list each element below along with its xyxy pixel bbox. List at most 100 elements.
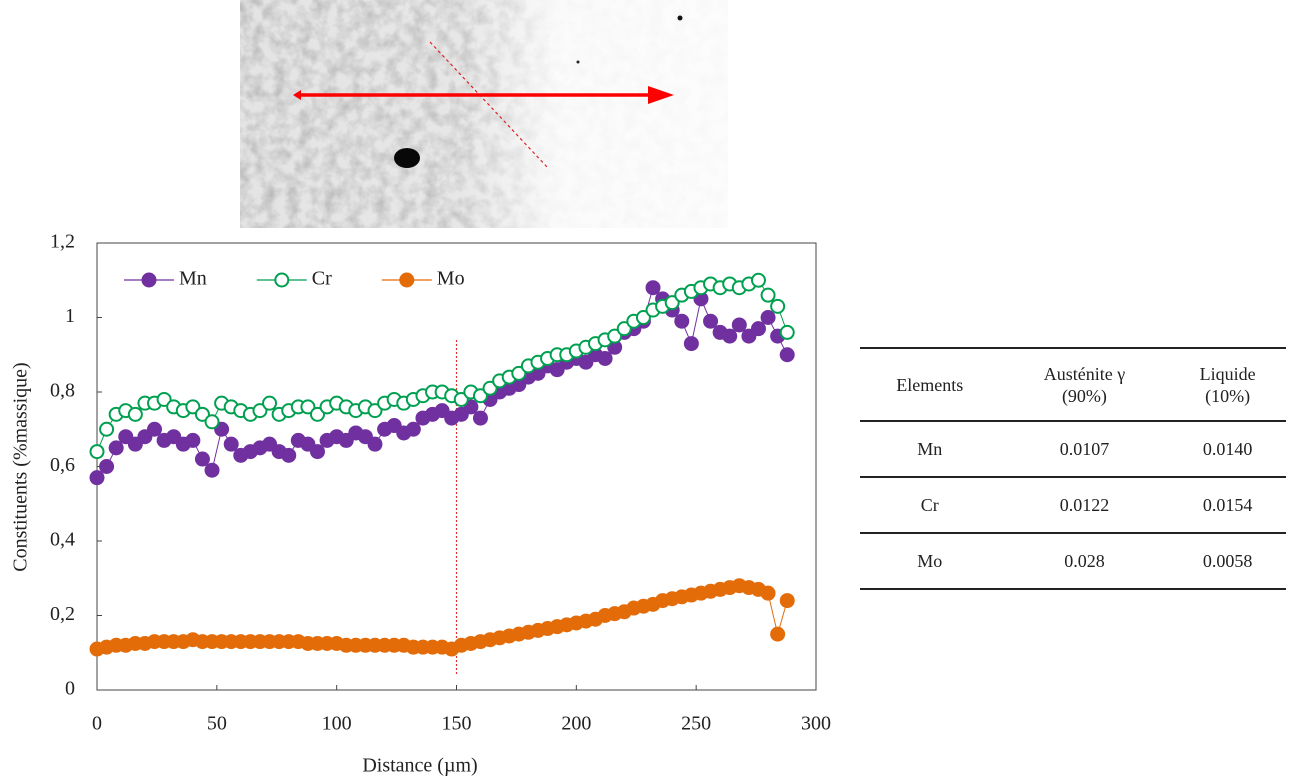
header-cell: Austénite γ (90%) bbox=[1000, 348, 1170, 421]
data-point bbox=[99, 421, 115, 437]
data-point bbox=[127, 406, 143, 422]
data-point bbox=[357, 429, 373, 445]
data-point bbox=[760, 585, 776, 601]
x-tick-label: 200 bbox=[561, 713, 591, 735]
header-text: Liquide bbox=[1199, 363, 1256, 384]
table-cell: 0.0107 bbox=[1059, 438, 1110, 459]
data-point bbox=[760, 310, 776, 325]
data-point bbox=[434, 403, 450, 419]
data-point bbox=[722, 328, 738, 344]
data-point bbox=[108, 440, 124, 456]
header-text: Elements bbox=[896, 374, 964, 395]
data-point bbox=[194, 406, 210, 422]
x-tick-label: 0 bbox=[92, 713, 102, 735]
data-point bbox=[472, 410, 488, 426]
header-text: (90%) bbox=[1061, 385, 1107, 406]
data-point bbox=[89, 470, 105, 486]
data-point bbox=[511, 365, 527, 381]
data-point bbox=[770, 298, 786, 314]
table-cell: 0.028 bbox=[1064, 550, 1105, 571]
x-tick-label: 150 bbox=[442, 713, 472, 735]
data-point bbox=[731, 317, 747, 333]
table-cell: 0.0058 bbox=[1202, 550, 1253, 571]
x-tick-label: 50 bbox=[207, 713, 227, 735]
header-cell: Liquide (10%) bbox=[1169, 348, 1286, 421]
data-point bbox=[472, 388, 488, 404]
table-body: Mn 0.0107 0.0140 Cr 0.0122 0.0154 Mo 0.028 0.005… bbox=[860, 421, 1286, 589]
data-point bbox=[137, 429, 153, 445]
data-point bbox=[405, 421, 421, 437]
data-point bbox=[779, 593, 795, 609]
data-point bbox=[770, 626, 786, 642]
y-tick-label: 0,2 bbox=[50, 603, 75, 625]
table-row: Mn 0.0107 0.0140 bbox=[860, 421, 1286, 477]
legend-marker bbox=[399, 272, 415, 288]
table-cell: 0.0154 bbox=[1202, 494, 1253, 515]
data-point bbox=[482, 380, 498, 396]
data-point bbox=[760, 287, 776, 303]
data-point bbox=[204, 414, 220, 430]
y-tick-label: 0,4 bbox=[50, 529, 75, 551]
data-point bbox=[99, 459, 115, 474]
data-point bbox=[750, 321, 766, 337]
legend-label: Mn bbox=[179, 268, 207, 290]
micrograph bbox=[240, 0, 728, 228]
data-point bbox=[645, 280, 661, 296]
y-tick-label: 0,8 bbox=[50, 380, 75, 402]
composition-table: Elements Austénite γ (90%) Liquide (10%) Mn 0… bbox=[860, 347, 1286, 590]
pore bbox=[394, 148, 420, 168]
micrograph-shading bbox=[240, 0, 728, 228]
table-header: Elements Austénite γ (90%) Liquide (10%) bbox=[860, 348, 1286, 421]
y-tick-label: 1,2 bbox=[50, 231, 75, 253]
legend: Mn Cr Mo bbox=[124, 268, 465, 290]
data-point bbox=[118, 429, 134, 445]
data-point bbox=[463, 399, 479, 415]
x-axis-label: Distance (µm) bbox=[362, 755, 477, 777]
table-cell: 0.0140 bbox=[1202, 438, 1253, 459]
scan-arrowhead bbox=[648, 86, 674, 104]
table-cell: Mn bbox=[917, 438, 943, 459]
table-row: Mo 0.028 0.0058 bbox=[860, 533, 1286, 589]
data-point bbox=[214, 421, 230, 437]
data-point bbox=[262, 395, 278, 411]
data-point bbox=[309, 444, 325, 460]
x-tick-label: 250 bbox=[681, 713, 711, 735]
data-point bbox=[194, 451, 210, 467]
data-point bbox=[367, 436, 383, 452]
legend-label: Cr bbox=[312, 268, 332, 290]
header-text: (10%) bbox=[1205, 385, 1251, 406]
data-point bbox=[453, 391, 469, 407]
data-point bbox=[300, 399, 316, 415]
data-point bbox=[281, 447, 297, 463]
y-tick-label: 0,6 bbox=[50, 454, 75, 476]
table-cell: Cr bbox=[920, 494, 939, 515]
data-point bbox=[664, 295, 680, 311]
data-point bbox=[166, 429, 182, 445]
data-point bbox=[779, 324, 795, 340]
plot-frame bbox=[96, 242, 817, 691]
legend-label: Mo bbox=[437, 268, 465, 290]
data-point bbox=[683, 336, 699, 352]
x-tick-label: 300 bbox=[801, 713, 831, 735]
data-point bbox=[185, 399, 201, 415]
data-point bbox=[127, 436, 143, 452]
table-cell: 0.0122 bbox=[1059, 494, 1110, 515]
series bbox=[89, 578, 795, 657]
pore bbox=[576, 60, 580, 64]
data-point bbox=[750, 272, 766, 288]
data-point bbox=[185, 432, 201, 448]
series bbox=[89, 272, 795, 460]
scan-arrow-tail bbox=[293, 90, 301, 100]
header-cell: Elements bbox=[860, 348, 1000, 421]
data-point bbox=[779, 347, 795, 363]
data-point bbox=[578, 354, 594, 370]
y-tick-label: 0 bbox=[65, 678, 75, 700]
legend-marker bbox=[141, 272, 157, 288]
data-point bbox=[616, 321, 632, 337]
data-point bbox=[674, 313, 690, 329]
interface-line bbox=[429, 41, 549, 169]
data-point bbox=[597, 350, 613, 366]
pore bbox=[677, 15, 683, 21]
